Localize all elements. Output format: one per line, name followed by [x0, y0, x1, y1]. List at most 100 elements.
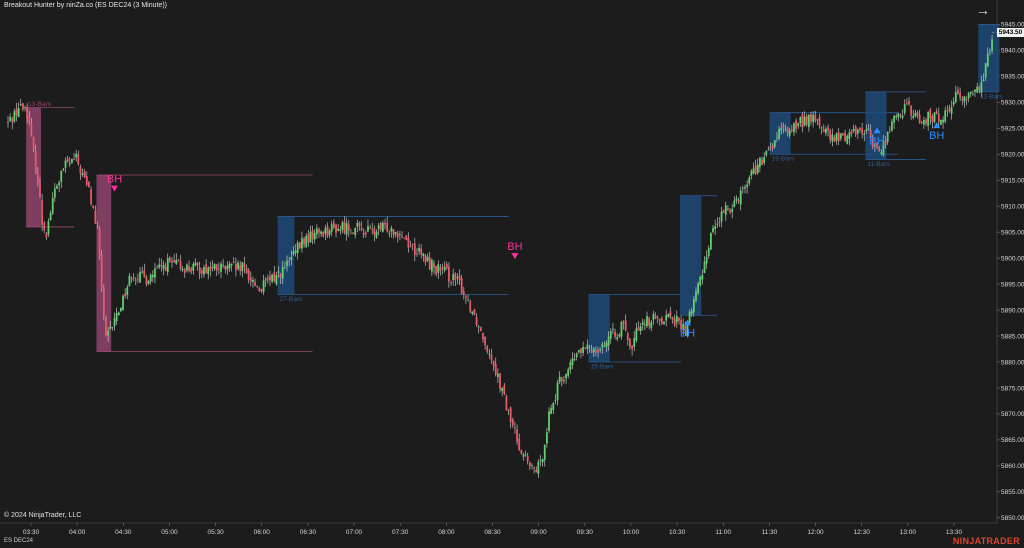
candle-down — [105, 315, 107, 337]
y-tick-label: 5860.00 — [1001, 463, 1024, 470]
candle-up — [856, 129, 859, 134]
candle-up — [292, 251, 295, 255]
candle-down — [959, 92, 962, 98]
candle-down — [160, 264, 163, 266]
candle-up — [313, 232, 316, 240]
candle-up — [620, 321, 623, 337]
bearish-signal-triangle — [111, 185, 118, 192]
candle-down — [507, 410, 510, 411]
candle-up — [354, 228, 357, 236]
candle-up — [575, 353, 578, 358]
candle-down — [905, 102, 908, 104]
candle-down — [925, 119, 927, 124]
candle-up — [537, 461, 540, 474]
candle-up — [903, 104, 906, 113]
candle-down — [134, 279, 137, 281]
candle-down — [164, 267, 167, 271]
candle-up — [750, 170, 753, 176]
candle-up — [522, 454, 525, 457]
candle-up — [17, 108, 20, 117]
candle-up — [550, 408, 553, 414]
candle-down — [671, 316, 674, 320]
candle-up — [192, 263, 195, 271]
candle-up — [886, 131, 889, 142]
candle-up — [963, 96, 966, 102]
candle-down — [413, 243, 416, 256]
candle-down — [518, 438, 521, 451]
candle-down — [190, 268, 193, 272]
candle-down — [684, 326, 687, 334]
candle-down — [509, 407, 512, 422]
candle-down — [11, 118, 14, 123]
candle-down — [156, 267, 158, 269]
candle-up — [944, 110, 947, 122]
candle-down — [827, 127, 829, 131]
candle-up — [543, 445, 546, 460]
candle-up — [154, 268, 156, 278]
arrow-right-icon[interactable]: → — [976, 2, 990, 18]
candle-down — [878, 147, 881, 152]
candle-up — [341, 222, 344, 230]
candle-down — [908, 100, 910, 105]
candle-up — [893, 116, 895, 123]
candle-up — [690, 310, 693, 314]
candle-up — [616, 337, 619, 340]
x-tick-label: 12:30 — [854, 529, 871, 536]
candle-up — [703, 261, 706, 273]
candle-down — [326, 226, 329, 237]
candle-up — [865, 129, 868, 132]
candle-up — [639, 326, 642, 332]
candle-up — [375, 231, 378, 238]
candle-up — [390, 227, 393, 232]
candle-down — [396, 233, 399, 238]
candle-down — [462, 291, 465, 295]
candle-up — [758, 157, 761, 168]
candle-up — [456, 276, 459, 278]
x-tick-label: 04:30 — [115, 529, 132, 536]
candle-up — [699, 276, 702, 286]
candle-up — [897, 113, 900, 118]
candle-up — [846, 135, 849, 144]
candle-up — [286, 260, 288, 267]
candle-up — [539, 459, 542, 461]
candle-down — [626, 333, 629, 340]
candle-up — [835, 133, 838, 141]
candle-down — [486, 346, 489, 352]
candle-up — [467, 299, 469, 301]
bullish-signal-triangle — [933, 122, 941, 129]
candle-up — [501, 387, 504, 392]
candle-up — [989, 51, 991, 53]
candle-down — [859, 127, 861, 131]
candle-down — [249, 277, 252, 282]
candle-up — [330, 224, 333, 232]
y-tick-label: 5855.00 — [1001, 489, 1024, 496]
candle-down — [526, 455, 529, 462]
candle-up — [237, 262, 239, 270]
signal-label: BH — [507, 241, 522, 253]
candle-up — [337, 228, 340, 231]
x-tick-label: 06:00 — [254, 529, 271, 536]
candle-up — [765, 150, 768, 156]
candle-up — [556, 382, 559, 401]
candle-up — [226, 265, 229, 270]
x-tick-label: 03:30 — [23, 529, 40, 536]
candle-down — [450, 281, 452, 283]
candle-down — [499, 373, 501, 390]
candle-down — [948, 108, 951, 112]
x-tick-label: 09:30 — [577, 529, 594, 536]
candle-down — [479, 327, 482, 331]
candle-up — [705, 256, 708, 264]
candle-down — [77, 154, 80, 165]
candle-down — [916, 112, 919, 116]
candle-up — [452, 274, 455, 280]
candle-down — [648, 318, 651, 326]
candle-up — [831, 134, 834, 142]
zone-bars-label: 11-Bars — [867, 161, 890, 168]
candle-down — [269, 275, 271, 281]
candle-up — [275, 274, 278, 285]
candle-down — [235, 263, 237, 271]
candle-up — [820, 127, 823, 129]
candle-up — [682, 323, 685, 330]
candle-up — [799, 117, 802, 123]
